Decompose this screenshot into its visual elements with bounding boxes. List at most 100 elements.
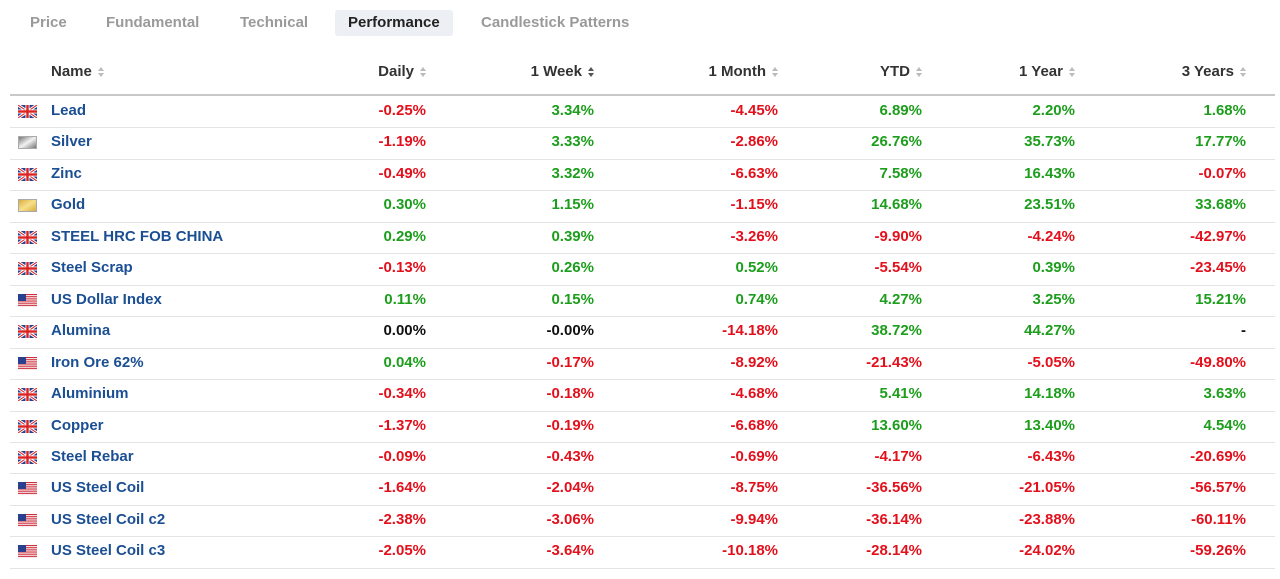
performance-value: 13.40% [1024, 416, 1075, 434]
row-border [10, 504, 1275, 506]
performance-value: 14.18% [1024, 385, 1075, 403]
performance-value: -1.19% [378, 133, 426, 151]
flag-icon [17, 449, 38, 469]
performance-value: -1.64% [378, 479, 426, 497]
performance-value: 6.89% [879, 102, 922, 119]
row-border [10, 473, 1275, 475]
performance-value: -20.69% [1190, 447, 1246, 465]
performance-value: -8.92% [730, 353, 778, 371]
sort-icon[interactable] [420, 67, 426, 77]
performance-value: 0.39% [551, 227, 594, 245]
column-header[interactable]: 1 Year [1019, 62, 1075, 82]
row-border [10, 221, 1275, 223]
instrument-name[interactable]: US Steel Coil c2 [51, 510, 166, 528]
sort-icon[interactable] [1240, 67, 1246, 77]
flag-icon [17, 386, 38, 406]
column-header[interactable]: 3 Years [1182, 62, 1246, 82]
sort-icon[interactable] [916, 67, 922, 77]
performance-value: 3.25% [1032, 290, 1075, 308]
flag-icon [17, 103, 38, 123]
instrument-name[interactable]: US Steel Coil [51, 479, 145, 497]
instrument-name[interactable]: Iron Ore 62% [51, 353, 144, 371]
performance-value: 44.27% [1024, 322, 1075, 340]
instrument-name[interactable]: Silver [51, 133, 92, 151]
instrument-name[interactable]: STEEL HRC FOB CHINA [51, 227, 224, 245]
row-border [10, 410, 1275, 412]
performance-value: -4.17% [874, 447, 922, 465]
tab[interactable]: Fundamental [106, 14, 200, 31]
performance-value: 1.68% [1203, 102, 1246, 119]
flag-icon [17, 418, 38, 438]
sort-icon[interactable] [588, 67, 594, 77]
performance-value: -56.57% [1190, 479, 1246, 497]
instrument-name[interactable]: US Steel Coil c3 [51, 542, 166, 560]
column-header[interactable]: Daily [378, 62, 426, 82]
performance-value: -0.07% [1198, 164, 1246, 182]
performance-value: 35.73% [1024, 133, 1075, 151]
row-border [10, 284, 1275, 286]
instrument-name[interactable]: US Dollar Index [51, 290, 162, 308]
instrument-name[interactable]: Steel Scrap [51, 259, 133, 277]
performance-value: -6.43% [1027, 447, 1075, 465]
instrument-name[interactable]: Lead [51, 102, 87, 119]
row-border [10, 536, 1275, 538]
flag-icon [18, 293, 37, 312]
performance-value: -0.17% [546, 353, 594, 371]
performance-value: -0.00% [546, 322, 594, 340]
performance-value: -5.54% [874, 259, 922, 277]
performance-value: 5.41% [879, 385, 922, 403]
column-header[interactable]: 1 Week [531, 62, 594, 82]
instrument-name[interactable]: Gold [51, 196, 86, 214]
performance-value: 33.68% [1195, 196, 1246, 214]
flag-icon [18, 199, 37, 217]
performance-value: -0.09% [378, 447, 426, 465]
header-text: 1 Month [708, 63, 767, 80]
performance-value: -0.69% [730, 447, 778, 465]
instrument-name[interactable]: Zinc [51, 164, 82, 182]
performance-value: 2.20% [1032, 102, 1075, 119]
flag-icon [17, 229, 38, 249]
tab[interactable]: Performance [335, 10, 453, 36]
performance-value: -0.49% [378, 164, 426, 182]
performance-value: -4.45% [730, 102, 778, 119]
performance-value: -59.26% [1190, 542, 1246, 560]
performance-value: -3.06% [546, 510, 594, 528]
column-header[interactable]: 1 Month [708, 62, 778, 82]
tab[interactable]: Price [30, 14, 67, 31]
row-border [10, 316, 1275, 318]
performance-value: 3.63% [1203, 385, 1246, 403]
performance-value: 3.32% [551, 164, 594, 182]
performance-value: 0.74% [735, 290, 778, 308]
performance-value: -6.68% [730, 416, 778, 434]
flag-icon [17, 323, 38, 343]
performance-value: -4.68% [730, 385, 778, 403]
performance-value: -6.63% [730, 164, 778, 182]
row-border [10, 127, 1275, 129]
instrument-name[interactable]: Steel Rebar [51, 447, 134, 465]
sort-icon[interactable] [1069, 67, 1075, 77]
performance-value: 23.51% [1024, 196, 1075, 214]
performance-value: -2.05% [378, 542, 426, 560]
performance-value: -3.26% [730, 227, 778, 245]
header-text: Name [51, 63, 92, 80]
sort-icon[interactable] [772, 67, 778, 77]
instrument-name[interactable]: Copper [51, 416, 104, 434]
performance-value: 26.76% [871, 133, 922, 151]
performance-value: 0.11% [384, 290, 426, 308]
tab[interactable]: Candlestick Patterns [481, 14, 630, 31]
performance-value: 0.26% [551, 259, 594, 277]
column-header[interactable]: Name [51, 62, 104, 82]
performance-value: -2.86% [730, 133, 778, 151]
performance-value: 13.60% [871, 416, 922, 434]
performance-value: -1.15% [730, 196, 778, 214]
performance-value: -0.43% [546, 447, 594, 465]
performance-value: 0.15% [551, 290, 594, 308]
performance-value: -2.04% [546, 479, 594, 497]
performance-value: -49.80% [1190, 353, 1246, 371]
instrument-name[interactable]: Aluminium [51, 385, 129, 403]
sort-icon[interactable] [97, 67, 104, 77]
instrument-name[interactable]: Alumina [51, 322, 111, 340]
tab[interactable]: Technical [240, 14, 309, 31]
column-header[interactable]: YTD [880, 62, 922, 82]
